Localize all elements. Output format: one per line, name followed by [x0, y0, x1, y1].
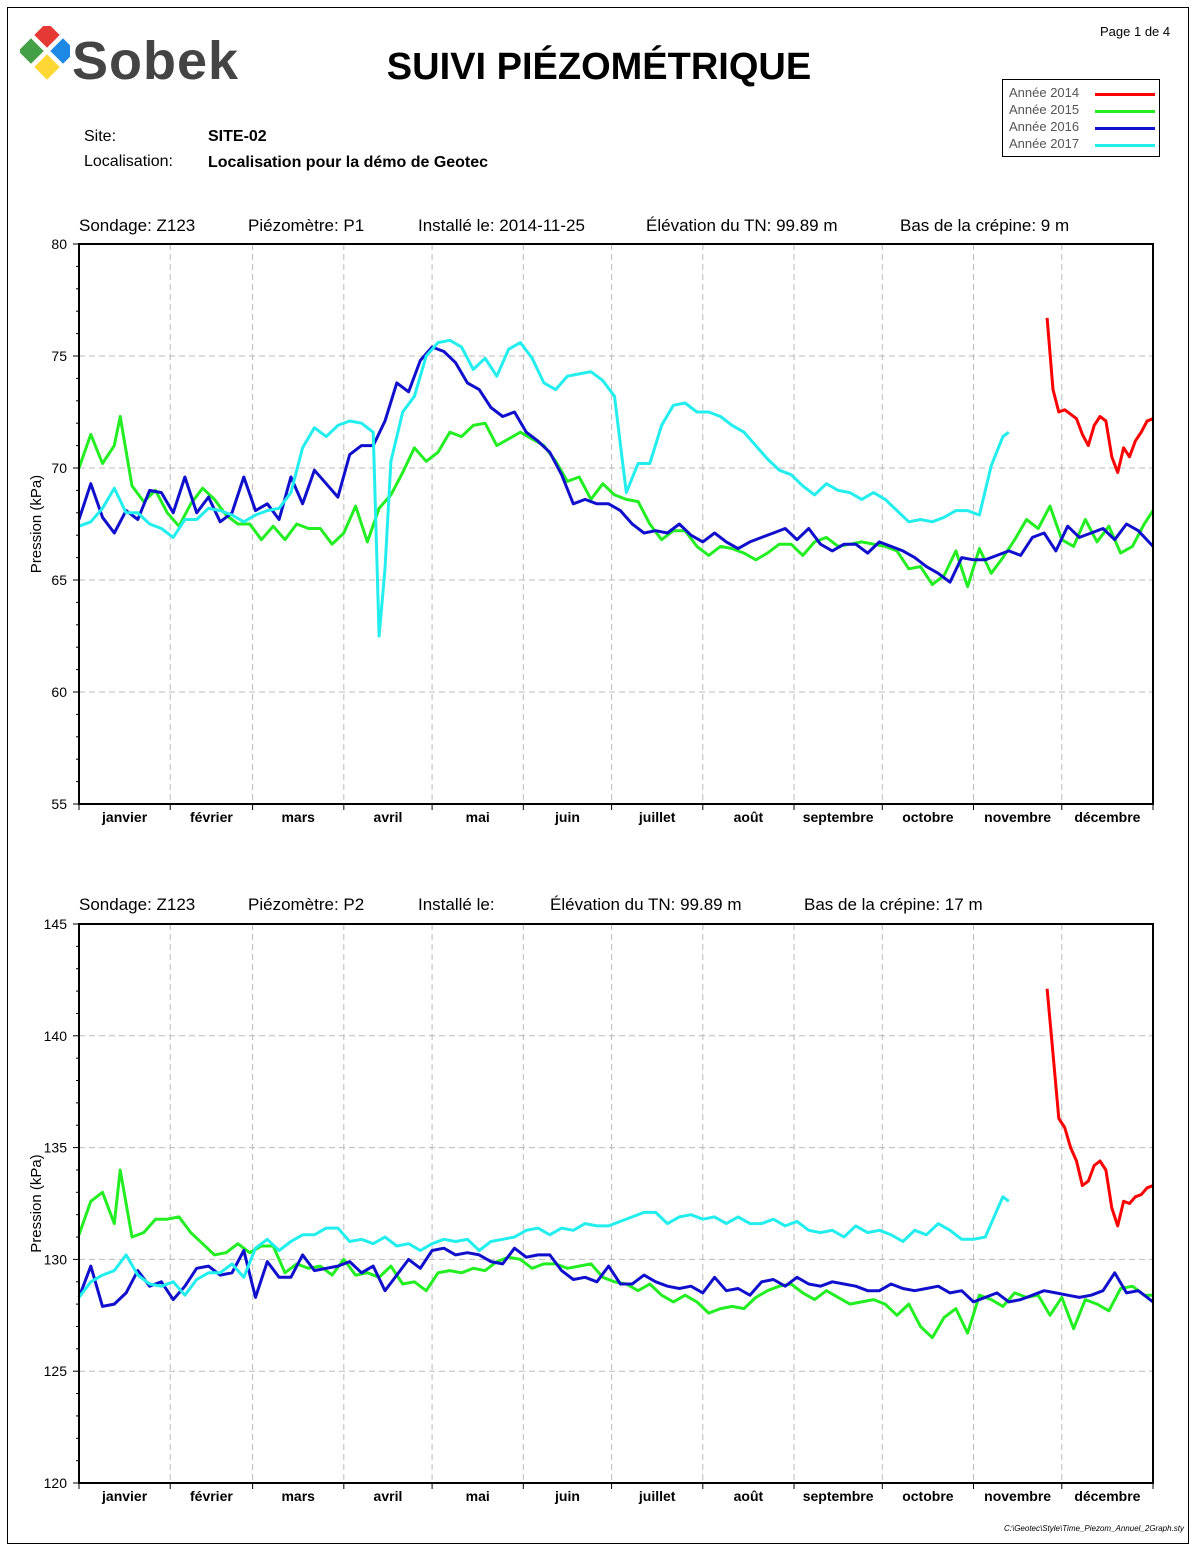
x-tick-label: juin — [554, 809, 580, 825]
series-line-année-2014 — [1045, 317, 1154, 474]
series-line-année-2014 — [1045, 988, 1154, 1228]
x-tick-label: janvier — [101, 809, 148, 825]
x-tick-label: février — [190, 1488, 233, 1504]
x-tick-label: août — [734, 1488, 764, 1504]
plot-area-frame — [78, 243, 1154, 805]
legend-swatch-2015 — [1095, 110, 1155, 113]
chart2-crepine: Bas de la crépine: 17 m — [804, 895, 983, 914]
chart-legend: Année 2014 Année 2015 Année 2016 Année 2… — [1002, 79, 1160, 157]
x-tick-label: mars — [281, 1488, 315, 1504]
series-line-année-2015 — [77, 1168, 1153, 1340]
series-line-année-2016 — [77, 1246, 1154, 1308]
legend-item-2016: Année 2016 — [1009, 119, 1080, 134]
legend-item-2017: Année 2017 — [1009, 136, 1080, 151]
x-tick-label: décembre — [1074, 1488, 1140, 1504]
y-tick-label: 130 — [44, 1251, 68, 1267]
legend-item-2014: Année 2014 — [1009, 85, 1080, 100]
x-tick-label: décembre — [1074, 809, 1140, 825]
page-frame — [7, 7, 1189, 1544]
legend-item-2015: Année 2015 — [1009, 102, 1080, 117]
y-tick-label: 120 — [44, 1475, 68, 1491]
chart1-piezometre: Piézomètre: P1 — [248, 216, 365, 235]
x-tick-label: octobre — [902, 1488, 954, 1504]
chart1-crepine: Bas de la crépine: 9 m — [900, 216, 1070, 235]
location-value: Localisation pour la démo de Geotec — [208, 154, 489, 171]
y-tick-label: 145 — [44, 916, 68, 932]
location-label: Localisation: — [84, 153, 173, 170]
x-tick-label: octobre — [902, 809, 954, 825]
site-value: SITE-02 — [208, 128, 267, 145]
chart1-installe: Installé le: 2014-11-25 — [418, 216, 585, 235]
chart2-elevation: Élévation du TN: 99.89 m — [550, 895, 742, 914]
legend-swatch-2017 — [1095, 144, 1155, 147]
y-tick-label: 70 — [51, 460, 67, 476]
x-tick-label: juin — [554, 1488, 580, 1504]
x-tick-label: août — [734, 809, 764, 825]
y-tick-label: 135 — [44, 1140, 68, 1156]
x-tick-label: avril — [374, 809, 403, 825]
style-file-path: C:\Geotec\Style\Time_Piezom_Annuel_2Grap… — [1003, 1524, 1184, 1533]
page-title: SUIVI PIÉZOMÉTRIQUE — [386, 46, 812, 88]
legend-swatch-2016 — [1095, 127, 1155, 130]
x-tick-label: novembre — [984, 809, 1051, 825]
chart1-elevation: Élévation du TN: 99.89 m — [646, 216, 838, 235]
y-tick-label: 80 — [51, 236, 67, 252]
x-tick-label: avril — [374, 1488, 403, 1504]
y-tick-label: 65 — [51, 572, 67, 588]
series-line-année-2017 — [77, 1195, 1010, 1299]
chart2-installe: Installé le: — [418, 895, 495, 914]
logo-text: Sobek — [72, 31, 240, 91]
x-tick-label: mai — [466, 1488, 490, 1504]
x-tick-label: janvier — [101, 1488, 148, 1504]
y-tick-label: 55 — [51, 796, 67, 812]
y-tick-label: 140 — [44, 1028, 68, 1044]
plot-area-frame — [78, 923, 1154, 1484]
y-axis-title: Pression (kPa) — [28, 475, 45, 573]
legend-swatch-2014 — [1095, 93, 1155, 96]
x-tick-label: février — [190, 809, 233, 825]
chart1-sondage: Sondage: Z123 — [79, 216, 196, 235]
sobek-logo-icon — [20, 26, 70, 80]
series-line-année-2017 — [78, 338, 1010, 638]
x-tick-label: septembre — [803, 1488, 874, 1504]
chart-p1: janvier février mars avril mai juin juillet aoû… — [28, 236, 1155, 825]
x-tick-label: mars — [281, 809, 315, 825]
x-tick-label: septembre — [803, 809, 874, 825]
chart2-piezometre: Piézomètre: P2 — [248, 895, 365, 914]
site-label: Site: — [84, 128, 117, 145]
y-tick-label: 125 — [44, 1363, 68, 1379]
page-number: Page 1 de 4 — [1100, 24, 1171, 39]
y-tick-label: 75 — [51, 348, 67, 364]
y-axis-title: Pression (kPa) — [28, 1154, 45, 1252]
x-tick-label: mai — [466, 809, 490, 825]
series-line-année-2016 — [77, 345, 1155, 584]
x-tick-label: novembre — [984, 1488, 1051, 1504]
chart2-sondage: Sondage: Z123 — [79, 895, 196, 914]
y-tick-label: 60 — [51, 684, 67, 700]
x-tick-label: juillet — [638, 1488, 676, 1504]
x-tick-label: juillet — [638, 809, 676, 825]
